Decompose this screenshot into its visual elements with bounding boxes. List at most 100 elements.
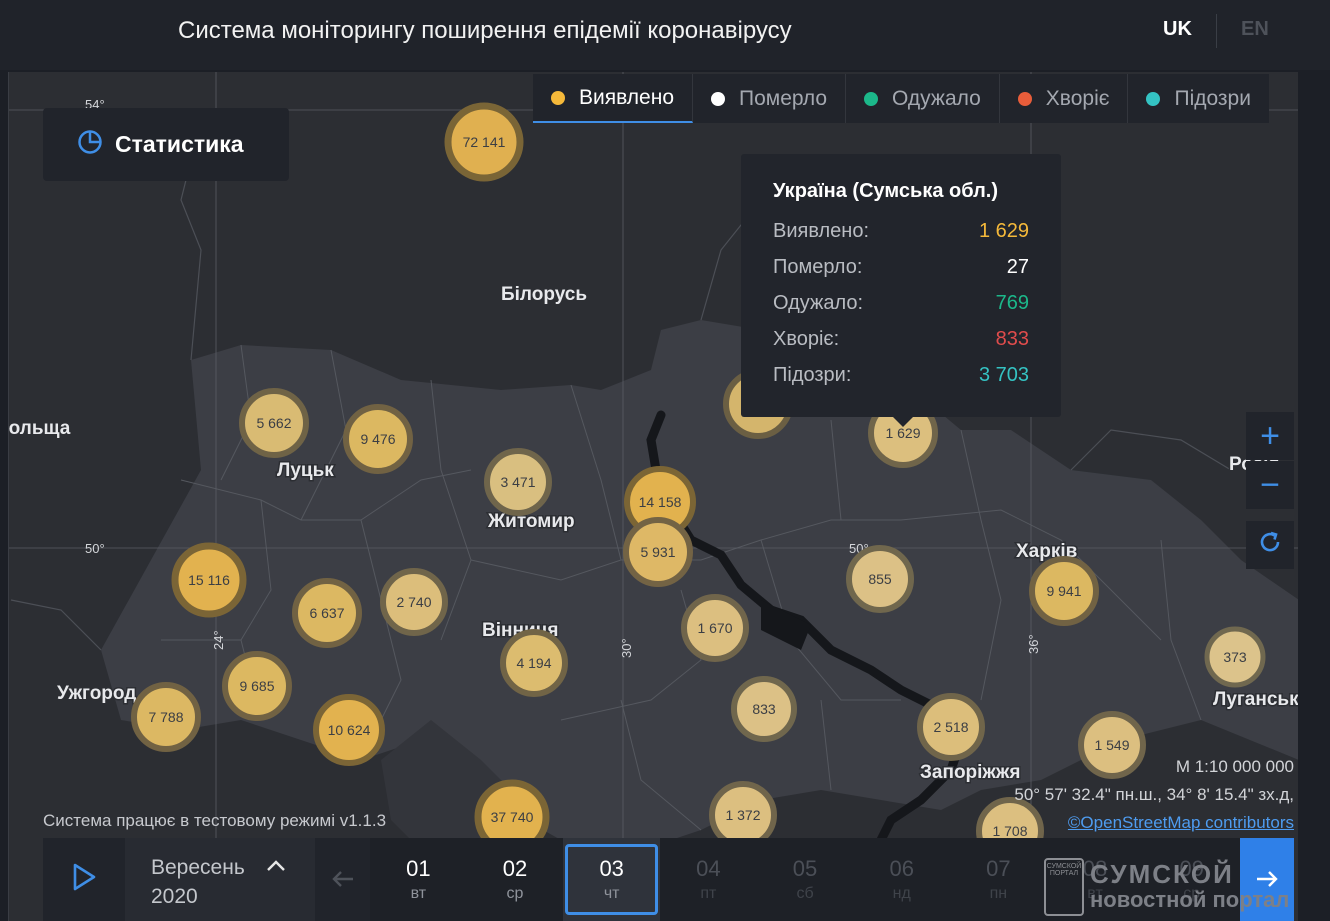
cluster-marker[interactable]: 4 194 bbox=[500, 629, 568, 697]
play-button[interactable] bbox=[43, 838, 125, 921]
map-label-zhytomyr: Житомир bbox=[487, 511, 575, 532]
day-item[interactable]: 09 ср bbox=[1143, 838, 1240, 921]
watermark-logo: СУМСКОЙ ПОРТАЛ bbox=[1044, 858, 1084, 916]
reset-view-button[interactable] bbox=[1246, 521, 1294, 569]
next-day-button[interactable] bbox=[1240, 838, 1294, 921]
cluster-marker[interactable]: 1 372 bbox=[709, 781, 777, 849]
grid-label-24: 24° bbox=[211, 630, 226, 650]
cluster-marker[interactable]: 373 bbox=[1204, 626, 1266, 688]
tooltip-value: 833 bbox=[995, 327, 1029, 350]
cluster-marker[interactable]: 15 116 bbox=[171, 542, 247, 618]
cluster-label: 1 708 bbox=[992, 823, 1027, 839]
cluster-marker[interactable]: 1 549 bbox=[1078, 711, 1146, 779]
day-item[interactable]: 02 ср bbox=[467, 838, 564, 921]
timeline-bar: Вересень 2020 01 вт 02 ср 03 чт 04 пт 05 сб 0… bbox=[43, 838, 1294, 921]
cluster-marker[interactable]: 5 662 bbox=[239, 388, 309, 458]
tooltip-row-sick: Хворіє: 833 bbox=[773, 321, 1029, 357]
day-item[interactable]: 01 вт bbox=[370, 838, 467, 921]
cursor-coordinates: 50° 57' 32.4" пн.ш., 34° 8' 15.4" зх.д, bbox=[1014, 785, 1294, 804]
cluster-marker[interactable]: 9 685 bbox=[222, 651, 292, 721]
tooltip-label: Одужало: bbox=[773, 291, 864, 314]
lang-uk-button[interactable]: UK bbox=[1163, 18, 1192, 40]
cluster-marker[interactable]: 5 931 bbox=[623, 517, 693, 587]
tab-dot-icon bbox=[1017, 91, 1032, 106]
tooltip-row-detected: Виявлено: 1 629 bbox=[773, 213, 1029, 249]
day-item[interactable]: 07 пн bbox=[950, 838, 1047, 921]
day-item[interactable]: 05 сб bbox=[757, 838, 854, 921]
map-canvas[interactable]: 54° 50° 50° 24° 30° 36° Білорусь Польща … bbox=[8, 72, 1298, 921]
cluster-marker[interactable]: 6 637 bbox=[292, 578, 362, 648]
arrow-left-icon bbox=[331, 864, 355, 896]
statistics-button[interactable]: Статистика bbox=[43, 108, 289, 181]
tab-suspected[interactable]: Підозри bbox=[1128, 74, 1269, 123]
tab-dot-icon bbox=[864, 91, 879, 106]
day-item[interactable]: 08 вт bbox=[1047, 838, 1144, 921]
cluster-marker[interactable]: 7 788 bbox=[131, 682, 201, 752]
day-weekday: ср bbox=[1183, 885, 1201, 902]
tooltip-value: 3 703 bbox=[978, 363, 1029, 386]
cluster-label: 7 788 bbox=[148, 709, 183, 725]
day-weekday: сб bbox=[796, 885, 814, 902]
zoom-in-button[interactable]: + bbox=[1246, 412, 1294, 460]
day-weekday: чт bbox=[603, 885, 620, 902]
year-label: 2020 bbox=[151, 885, 198, 908]
refresh-icon bbox=[1256, 526, 1284, 565]
cluster-label: 1 549 bbox=[1094, 737, 1129, 753]
cluster-markers: 72 141 5 662 9 476 3 471 14 158 5 931 1 … bbox=[131, 102, 1266, 865]
tab-detected[interactable]: Виявлено bbox=[533, 74, 693, 123]
pie-chart-icon bbox=[77, 129, 103, 161]
cluster-marker[interactable]: 10 624 bbox=[313, 694, 385, 766]
cluster-marker[interactable]: 9 941 bbox=[1029, 556, 1099, 626]
lang-en-button[interactable]: EN bbox=[1241, 18, 1269, 40]
map-label-lutsk: Луцьк bbox=[277, 460, 334, 481]
day-weekday: вт bbox=[1087, 885, 1103, 902]
osm-attribution-link[interactable]: ©OpenStreetMap contributors bbox=[1067, 813, 1294, 832]
day-item-selected[interactable]: 03 чт bbox=[563, 838, 661, 921]
grid-label-36: 36° bbox=[1026, 634, 1041, 654]
zoom-out-button[interactable]: − bbox=[1246, 461, 1294, 509]
tooltip-label: Виявлено: bbox=[773, 219, 870, 242]
day-weekday: ср bbox=[506, 885, 524, 902]
plus-icon: + bbox=[1260, 416, 1280, 455]
cluster-marker[interactable]: 72 141 bbox=[444, 102, 524, 182]
map-label-luhansk: Луганськ bbox=[1213, 689, 1298, 710]
cluster-marker[interactable]: 1 629 bbox=[868, 398, 938, 468]
cluster-marker[interactable]: 833 bbox=[731, 676, 797, 742]
cluster-marker[interactable]: 855 bbox=[846, 545, 914, 613]
cluster-marker[interactable]: 3 471 bbox=[484, 448, 552, 516]
cluster-label: 2 518 bbox=[933, 719, 968, 735]
tooltip-row-died: Померло: 27 bbox=[773, 249, 1029, 285]
cluster-marker[interactable]: 1 670 bbox=[681, 594, 749, 662]
map-scale-info: М 1:10 000 000 50° 57' 32.4" пн.ш., 34° … bbox=[1014, 753, 1294, 837]
month-label: Вересень bbox=[151, 856, 245, 879]
tab-recovered[interactable]: Одужало bbox=[846, 74, 1000, 123]
cluster-marker[interactable]: 9 476 bbox=[343, 404, 413, 474]
cluster-label: 4 194 bbox=[516, 655, 551, 671]
day-item[interactable]: 04 пт bbox=[660, 838, 757, 921]
map-label-belarus: Білорусь bbox=[501, 284, 587, 305]
region-tooltip: Україна (Сумська обл.) Виявлено: 1 629 По… bbox=[741, 154, 1061, 427]
dnipro-river-reservoir bbox=[761, 600, 811, 650]
cluster-marker[interactable]: 14 158 bbox=[624, 466, 696, 538]
tooltip-row-suspected: Підозри: 3 703 bbox=[773, 357, 1029, 393]
map-label-zaporizhzhia: Запоріжжя bbox=[920, 762, 1020, 783]
day-item[interactable]: 06 нд bbox=[853, 838, 950, 921]
map-label-poland: Польща bbox=[9, 418, 71, 439]
cluster-marker[interactable]: 2 518 bbox=[917, 693, 985, 761]
tab-died[interactable]: Померло bbox=[693, 74, 847, 123]
cluster-label: 833 bbox=[752, 701, 776, 717]
day-number: 03 bbox=[599, 856, 624, 881]
tooltip-label: Підозри: bbox=[773, 363, 852, 386]
cluster-marker[interactable]: 2 740 bbox=[380, 568, 448, 636]
previous-day-button[interactable] bbox=[315, 838, 370, 921]
tab-sick[interactable]: Хворіє bbox=[1000, 74, 1129, 123]
statistics-button-label: Статистика bbox=[115, 131, 244, 157]
cluster-label: 373 bbox=[1223, 649, 1247, 665]
tab-label: Хворіє bbox=[1045, 86, 1110, 110]
tooltip-value: 1 629 bbox=[978, 219, 1029, 242]
day-number: 04 bbox=[696, 856, 721, 881]
month-selector[interactable]: Вересень 2020 bbox=[125, 838, 315, 921]
play-icon bbox=[70, 862, 98, 897]
minus-icon: − bbox=[1260, 465, 1280, 504]
cluster-label: 37 740 bbox=[491, 809, 534, 825]
